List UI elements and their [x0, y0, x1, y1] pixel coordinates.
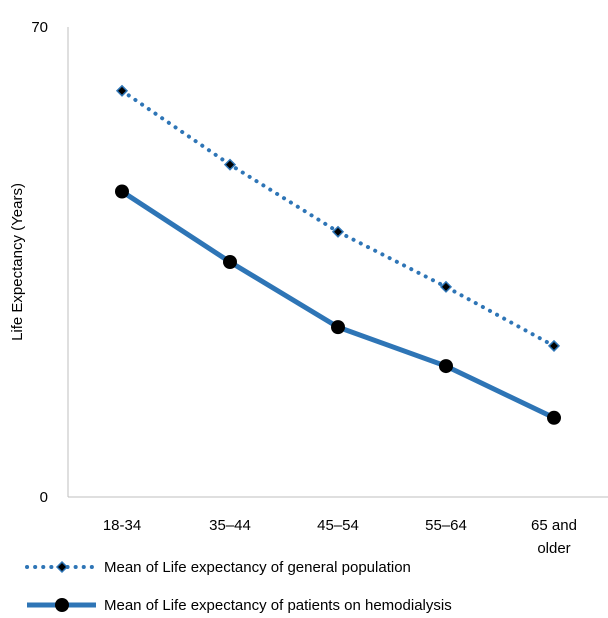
legend: Mean of Life expectancy of general popul… — [25, 559, 452, 614]
point-general-population-0 — [115, 84, 129, 97]
legend-label-hemodialysis: Mean of Life expectancy of patients on h… — [104, 597, 452, 614]
point-general-population-1 — [223, 158, 237, 171]
x-tick-label: 55–64 — [425, 517, 467, 534]
x-tick-label: 18-34 — [103, 517, 141, 534]
legend-item-general-population: Mean of Life expectancy of general popul… — [25, 559, 411, 576]
legend-marker-circle — [55, 598, 69, 612]
plot-area — [67, 27, 608, 498]
legend-item-hemodialysis: Mean of Life expectancy of patients on h… — [27, 597, 452, 614]
y-tick-label-min: 0 — [40, 489, 48, 506]
point-general-population-4 — [547, 339, 561, 352]
point-general-population-2 — [331, 225, 345, 238]
series-layer — [115, 84, 561, 425]
point-hemodialysis-1 — [223, 255, 237, 269]
x-tick-label: 35–44 — [209, 517, 251, 534]
series-line-general-population — [120, 88, 556, 348]
point-hemodialysis-2 — [331, 320, 345, 335]
legend-marker-diamond — [55, 560, 69, 574]
series-line-hemodialysis — [119, 189, 557, 421]
legend-label-general-population: Mean of Life expectancy of general popul… — [104, 559, 411, 576]
point-general-population-3 — [439, 280, 453, 293]
x-tick-label: 65 and older — [531, 517, 577, 557]
point-hemodialysis-3 — [439, 359, 453, 374]
y-tick-label-max: 70 — [31, 19, 48, 36]
y-axis-title: Life Expectancy (Years) — [9, 183, 26, 341]
x-tick-labels: 18-34 35–44 45–54 55–64 65 and older — [103, 517, 577, 557]
point-hemodialysis-4 — [547, 410, 561, 425]
point-hemodialysis-0 — [115, 184, 129, 199]
x-tick-label: 45–54 — [317, 517, 359, 534]
